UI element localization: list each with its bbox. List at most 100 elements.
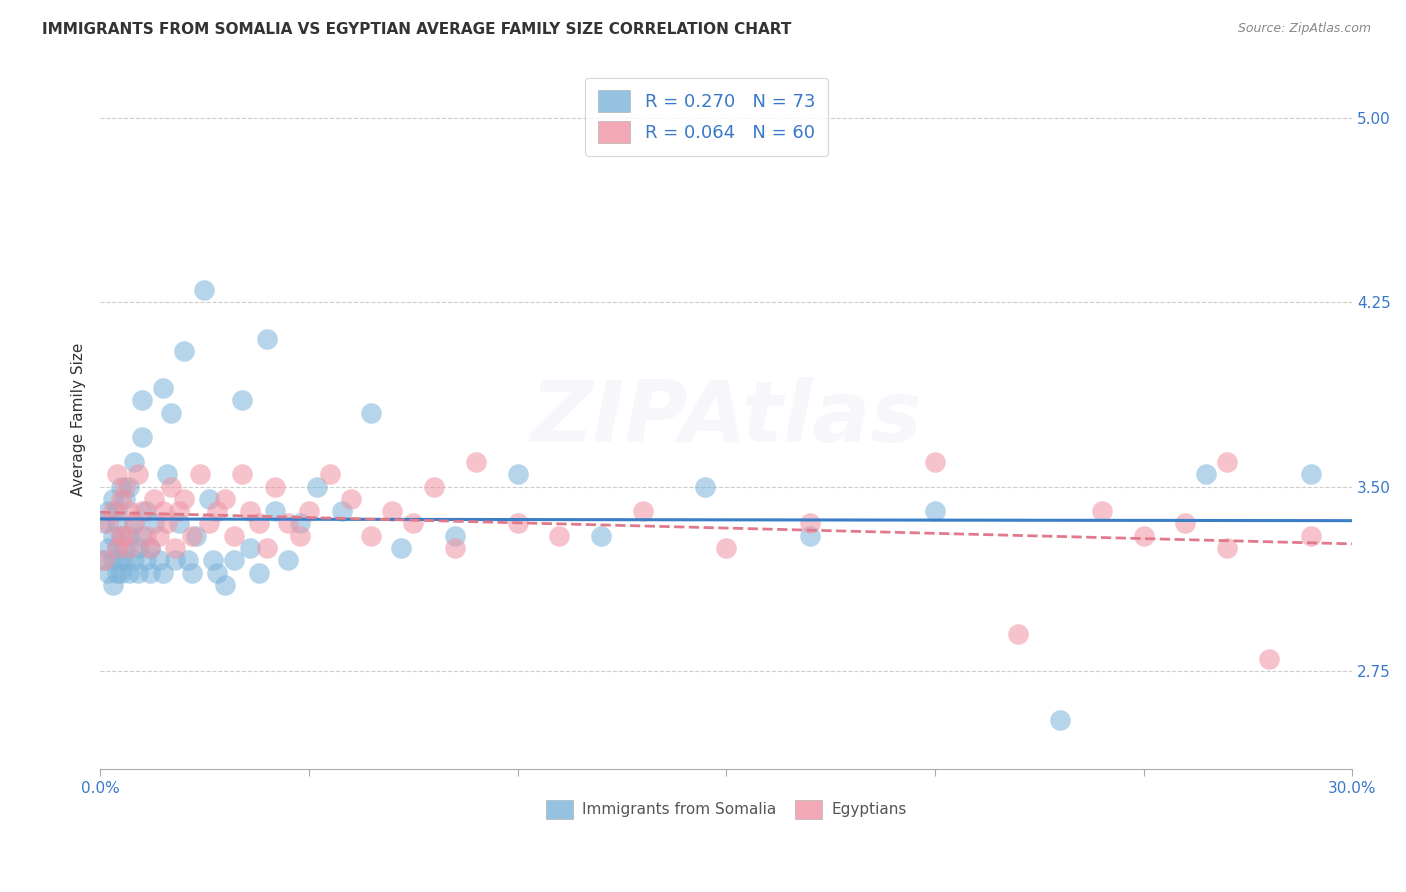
Point [131, 393, 153, 408]
Point [201, 553, 224, 567]
Point [148, 553, 170, 567]
Point [101, 529, 124, 543]
Point [181, 529, 204, 543]
Point [114, 553, 136, 567]
Point [714, 541, 737, 555]
Point [114, 491, 136, 506]
Point [231, 393, 253, 408]
Point [105, 566, 128, 580]
Point [139, 541, 162, 555]
Point [122, 553, 145, 567]
Text: Source: ZipAtlas.com: Source: ZipAtlas.com [1237, 22, 1371, 36]
Point [114, 541, 136, 555]
Point [264, 479, 287, 493]
Point [307, 479, 329, 493]
Point [193, 283, 215, 297]
Point [330, 504, 353, 518]
Point [695, 479, 717, 493]
Point [110, 529, 132, 543]
Point [114, 529, 136, 543]
Point [110, 529, 132, 543]
Point [247, 516, 270, 531]
Point [444, 541, 467, 555]
Point [381, 504, 404, 518]
Point [173, 344, 195, 359]
Point [214, 578, 236, 592]
Point [105, 467, 128, 482]
Point [131, 529, 153, 543]
Point [1091, 504, 1114, 518]
Point [148, 529, 170, 543]
Point [118, 504, 141, 518]
Point [135, 553, 157, 567]
Point [156, 516, 179, 531]
Point [464, 455, 486, 469]
Point [139, 541, 162, 555]
Point [114, 479, 136, 493]
Point [339, 491, 361, 506]
Point [97, 541, 120, 555]
Point [173, 491, 195, 506]
Point [205, 504, 228, 518]
Point [247, 566, 270, 580]
Point [389, 541, 412, 555]
Point [165, 541, 187, 555]
Point [402, 516, 425, 531]
Point [101, 553, 124, 567]
Point [222, 529, 245, 543]
Point [110, 491, 132, 506]
Point [799, 516, 821, 531]
Point [239, 541, 262, 555]
Point [264, 504, 287, 518]
Point [231, 467, 253, 482]
Point [122, 516, 145, 531]
Point [127, 467, 149, 482]
Point [105, 541, 128, 555]
Point [239, 504, 262, 518]
Point [93, 553, 115, 567]
Point [589, 529, 612, 543]
Point [169, 516, 191, 531]
Point [1299, 467, 1322, 482]
Point [256, 541, 278, 555]
Point [318, 467, 340, 482]
Point [205, 566, 228, 580]
Point [143, 516, 166, 531]
Point [1174, 516, 1197, 531]
Point [298, 504, 321, 518]
Point [222, 553, 245, 567]
Point [360, 529, 382, 543]
Point [1132, 529, 1154, 543]
Point [1216, 455, 1239, 469]
Point [256, 332, 278, 346]
Point [423, 479, 446, 493]
Point [197, 516, 219, 531]
Point [135, 529, 157, 543]
Point [1257, 651, 1279, 665]
Point [188, 467, 211, 482]
Point [360, 406, 382, 420]
Point [156, 467, 179, 482]
Point [101, 578, 124, 592]
Point [444, 529, 467, 543]
Legend: Immigrants from Somalia, Egyptians: Immigrants from Somalia, Egyptians [540, 794, 912, 825]
Point [184, 529, 207, 543]
Point [101, 491, 124, 506]
Point [277, 516, 299, 531]
Point [118, 566, 141, 580]
Point [122, 516, 145, 531]
Point [118, 541, 141, 555]
Point [118, 479, 141, 493]
Point [506, 467, 529, 482]
Point [93, 516, 115, 531]
Point [97, 504, 120, 518]
Point [93, 553, 115, 567]
Point [105, 516, 128, 531]
Point [131, 430, 153, 444]
Point [118, 529, 141, 543]
Point [105, 504, 128, 518]
Point [143, 491, 166, 506]
Point [277, 553, 299, 567]
Point [506, 516, 529, 531]
Point [214, 491, 236, 506]
